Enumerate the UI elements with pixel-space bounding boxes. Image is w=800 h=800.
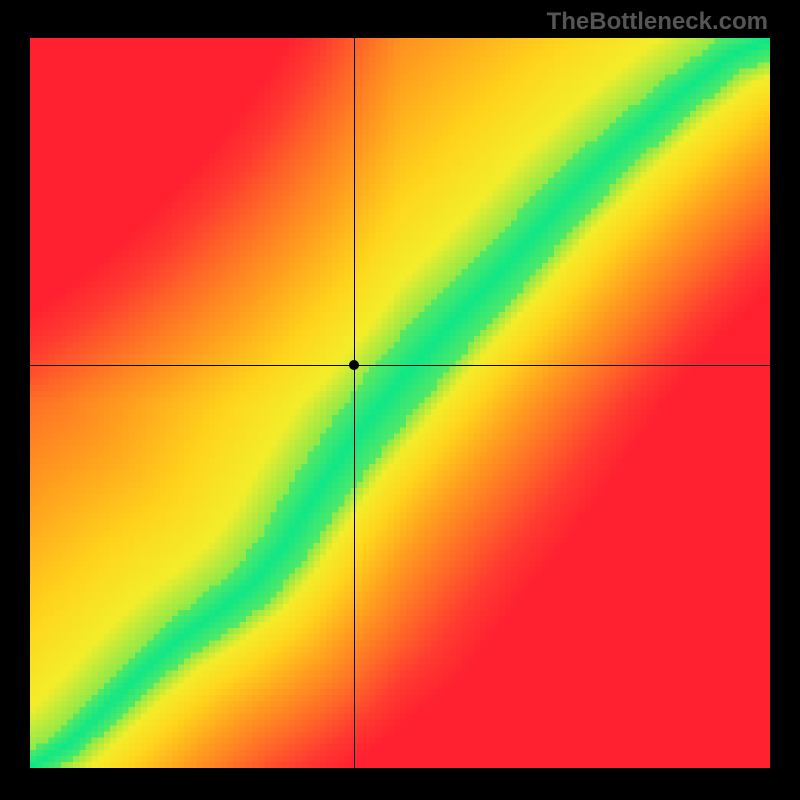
watermark-text: TheBottleneck.com: [547, 8, 768, 36]
crosshair-horizontal-line: [30, 365, 770, 366]
heatmap-canvas: [30, 38, 770, 768]
crosshair-vertical-line: [354, 38, 355, 768]
heatmap-plot: [30, 38, 770, 768]
crosshair-dot: [349, 360, 359, 370]
